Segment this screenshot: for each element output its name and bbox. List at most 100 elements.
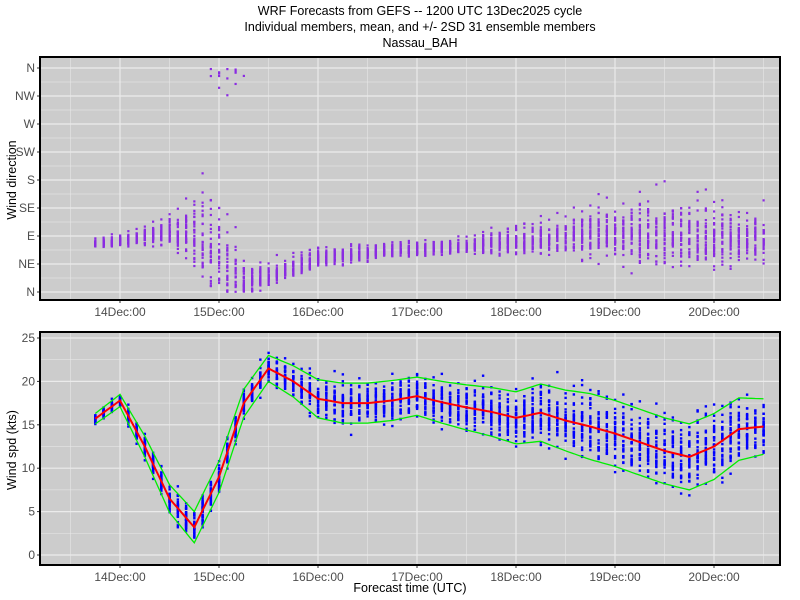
member-point <box>614 228 617 231</box>
member-point <box>597 241 600 244</box>
member-point <box>226 252 229 255</box>
member-point <box>754 248 757 251</box>
member-point <box>316 411 320 415</box>
member-point <box>350 258 353 262</box>
member-point <box>638 428 642 432</box>
member-point <box>597 237 600 240</box>
member-point <box>366 404 369 408</box>
member-point <box>440 419 444 422</box>
member-point <box>498 394 501 397</box>
member-point <box>498 239 501 242</box>
member-point <box>242 399 246 402</box>
member-point <box>391 403 394 406</box>
member-point <box>391 404 394 408</box>
member-point <box>729 256 732 260</box>
member-point <box>448 400 452 403</box>
member-point <box>630 441 633 445</box>
member-point <box>325 403 328 406</box>
member-point <box>729 235 732 238</box>
member-point <box>349 392 353 395</box>
member-point <box>572 222 575 225</box>
member-point <box>424 243 427 246</box>
member-point <box>630 250 633 253</box>
member-point <box>399 391 402 395</box>
member-point <box>218 74 221 78</box>
member-point <box>597 439 600 442</box>
member-point <box>597 425 600 429</box>
member-point <box>506 409 510 413</box>
member-point <box>688 265 691 268</box>
member-point <box>242 275 245 278</box>
member-point <box>671 234 674 237</box>
member-point <box>531 431 534 434</box>
member-point <box>176 225 179 229</box>
member-point <box>234 71 237 74</box>
member-point <box>201 515 204 519</box>
member-point <box>754 226 757 229</box>
member-point <box>614 230 617 233</box>
member-point <box>572 246 575 250</box>
member-point <box>498 397 501 400</box>
member-point <box>382 397 386 401</box>
member-point <box>308 399 312 403</box>
member-point <box>613 407 617 411</box>
member-point <box>242 392 246 395</box>
member-point <box>696 240 699 243</box>
member-point <box>547 420 551 423</box>
member-point <box>647 240 650 243</box>
member-point <box>193 536 196 539</box>
member-point <box>465 235 468 238</box>
member-point <box>325 257 328 261</box>
member-point <box>704 436 708 440</box>
member-point <box>506 420 510 423</box>
member-point <box>234 275 237 278</box>
member-point <box>523 399 526 402</box>
member-point <box>308 253 311 257</box>
member-point <box>218 71 221 74</box>
member-point <box>325 386 328 389</box>
member-point <box>713 248 716 252</box>
member-point <box>201 275 204 278</box>
member-point <box>531 250 534 253</box>
member-point <box>622 420 625 424</box>
member-point <box>630 226 633 229</box>
member-point <box>680 219 683 222</box>
member-point <box>176 240 179 243</box>
member-point <box>746 238 749 241</box>
member-point <box>415 404 419 407</box>
member-point <box>449 252 452 255</box>
member-point <box>366 256 369 260</box>
member-point <box>572 227 575 230</box>
member-point <box>399 244 402 247</box>
member-point <box>622 239 625 243</box>
x-tick-label: 16Dec:00 <box>292 305 344 319</box>
member-point <box>250 399 254 403</box>
member-point <box>548 248 551 251</box>
member-point <box>218 218 221 221</box>
member-point <box>704 454 708 457</box>
member-point <box>209 251 212 254</box>
member-point <box>679 459 683 463</box>
member-point <box>275 374 279 378</box>
member-point <box>300 401 303 404</box>
member-point <box>300 390 303 393</box>
member-point <box>135 442 138 445</box>
member-point <box>333 399 336 402</box>
member-point <box>729 239 732 242</box>
member-point <box>465 427 468 430</box>
member-point <box>152 234 155 237</box>
member-point <box>168 232 171 235</box>
member-point <box>622 427 625 430</box>
member-point <box>366 390 369 393</box>
member-point <box>597 422 600 426</box>
member-point <box>655 243 658 247</box>
member-point <box>160 218 163 221</box>
member-point <box>143 244 146 247</box>
member-point <box>267 373 270 376</box>
member-point <box>424 383 427 386</box>
member-point <box>457 235 460 238</box>
member-point <box>671 453 675 456</box>
member-point <box>506 417 510 421</box>
member-point <box>613 427 617 430</box>
member-point <box>589 429 592 432</box>
